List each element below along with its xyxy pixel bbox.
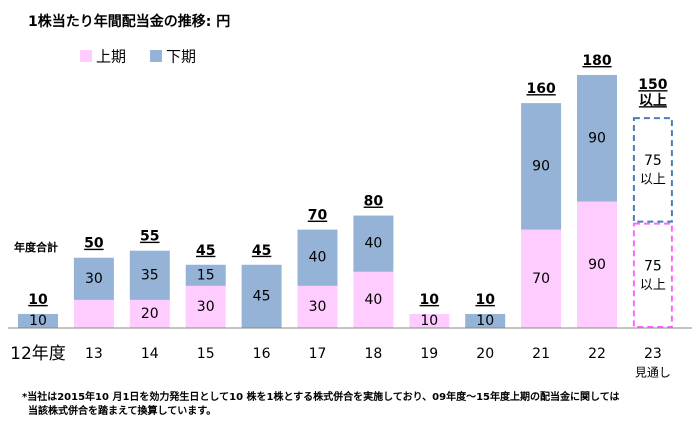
x-tick-label: 23 bbox=[644, 346, 662, 362]
segment-note: 以上 bbox=[640, 278, 666, 293]
segment-label: 15 bbox=[197, 267, 215, 283]
totals-caption: 年度合計 bbox=[14, 240, 58, 254]
x-tick-label: 17 bbox=[309, 346, 327, 362]
x-tick-label: 13 bbox=[85, 346, 103, 362]
x-tick-note: 見通し bbox=[635, 366, 671, 380]
bar-segment bbox=[297, 229, 338, 286]
bar-segment bbox=[18, 313, 58, 328]
segment-label: 40 bbox=[309, 250, 327, 266]
total-label: 10 bbox=[475, 292, 495, 308]
legend-label: 下期 bbox=[166, 48, 196, 66]
bar-segment bbox=[632, 117, 673, 223]
x-tick-label: 19 bbox=[420, 346, 438, 362]
x-tick-label: 15 bbox=[197, 346, 215, 362]
segment-label: 90 bbox=[588, 130, 606, 146]
bar-segment bbox=[521, 103, 562, 230]
bar-segment bbox=[129, 250, 170, 300]
bar-segment bbox=[353, 215, 394, 272]
segment-label: 10 bbox=[476, 313, 494, 329]
segment-label: 75 bbox=[644, 258, 662, 274]
chart-title: 1株当たり年間配当金の推移: 円 bbox=[28, 13, 230, 30]
total-note: 以上 bbox=[639, 93, 667, 109]
segment-label: 75 bbox=[644, 153, 662, 169]
segment-label: 30 bbox=[197, 299, 215, 315]
bar-segment bbox=[185, 285, 226, 328]
x-tick-label: 12年度 bbox=[10, 344, 66, 364]
segment-label: 70 bbox=[532, 271, 550, 287]
segment-label: 40 bbox=[364, 292, 382, 308]
segment-label: 90 bbox=[588, 257, 606, 273]
segment-label: 10 bbox=[29, 313, 47, 329]
total-label: 45 bbox=[252, 243, 271, 259]
bar-segment bbox=[185, 264, 226, 286]
total-label: 50 bbox=[84, 236, 104, 252]
bar-segment bbox=[241, 264, 282, 328]
footnote: 当該株式併合を踏まえて換算しています。 bbox=[28, 404, 216, 417]
total-label: 160 bbox=[526, 81, 555, 97]
segment-label: 20 bbox=[141, 306, 159, 322]
bar-segment bbox=[409, 313, 450, 328]
x-tick-label: 20 bbox=[476, 346, 494, 362]
legend-swatch bbox=[80, 50, 92, 62]
bar-segment bbox=[73, 257, 114, 300]
segment-label: 10 bbox=[420, 313, 438, 329]
x-tick-label: 14 bbox=[141, 346, 159, 362]
segment-label: 90 bbox=[532, 158, 550, 174]
segment-label: 35 bbox=[141, 267, 159, 283]
segment-label: 45 bbox=[253, 288, 271, 304]
total-label: 180 bbox=[582, 53, 611, 69]
total-label: 10 bbox=[420, 292, 440, 308]
segment-label: 30 bbox=[309, 299, 327, 315]
segment-note: 以上 bbox=[640, 172, 666, 187]
x-tick-label: 18 bbox=[364, 346, 382, 362]
bar-segment bbox=[353, 271, 394, 328]
bar-segment bbox=[129, 299, 170, 328]
legend-label: 上期 bbox=[96, 48, 126, 66]
x-tick-label: 16 bbox=[253, 346, 271, 362]
bar-segment bbox=[632, 222, 673, 328]
total-label: 80 bbox=[364, 194, 384, 210]
bar-segment bbox=[297, 285, 338, 328]
bar-segment bbox=[577, 75, 617, 202]
segment-label: 40 bbox=[364, 236, 382, 252]
total-label: 45 bbox=[196, 243, 215, 259]
total-label: 10 bbox=[28, 292, 48, 308]
bar-segment bbox=[577, 201, 617, 328]
segment-label: 30 bbox=[85, 271, 103, 287]
total-label: 150 bbox=[638, 77, 667, 93]
bar-segment bbox=[465, 313, 506, 328]
bar-segment bbox=[521, 229, 562, 328]
x-tick-label: 22 bbox=[588, 346, 606, 362]
x-tick-label: 21 bbox=[532, 346, 550, 362]
bar-segment bbox=[73, 299, 114, 328]
legend-swatch bbox=[150, 50, 162, 62]
total-label: 70 bbox=[308, 208, 328, 224]
total-label: 55 bbox=[140, 229, 159, 245]
footnote: *当社は2015年10 月1日を効力発生日として10 株を1株とする株式併合を実… bbox=[22, 390, 620, 403]
